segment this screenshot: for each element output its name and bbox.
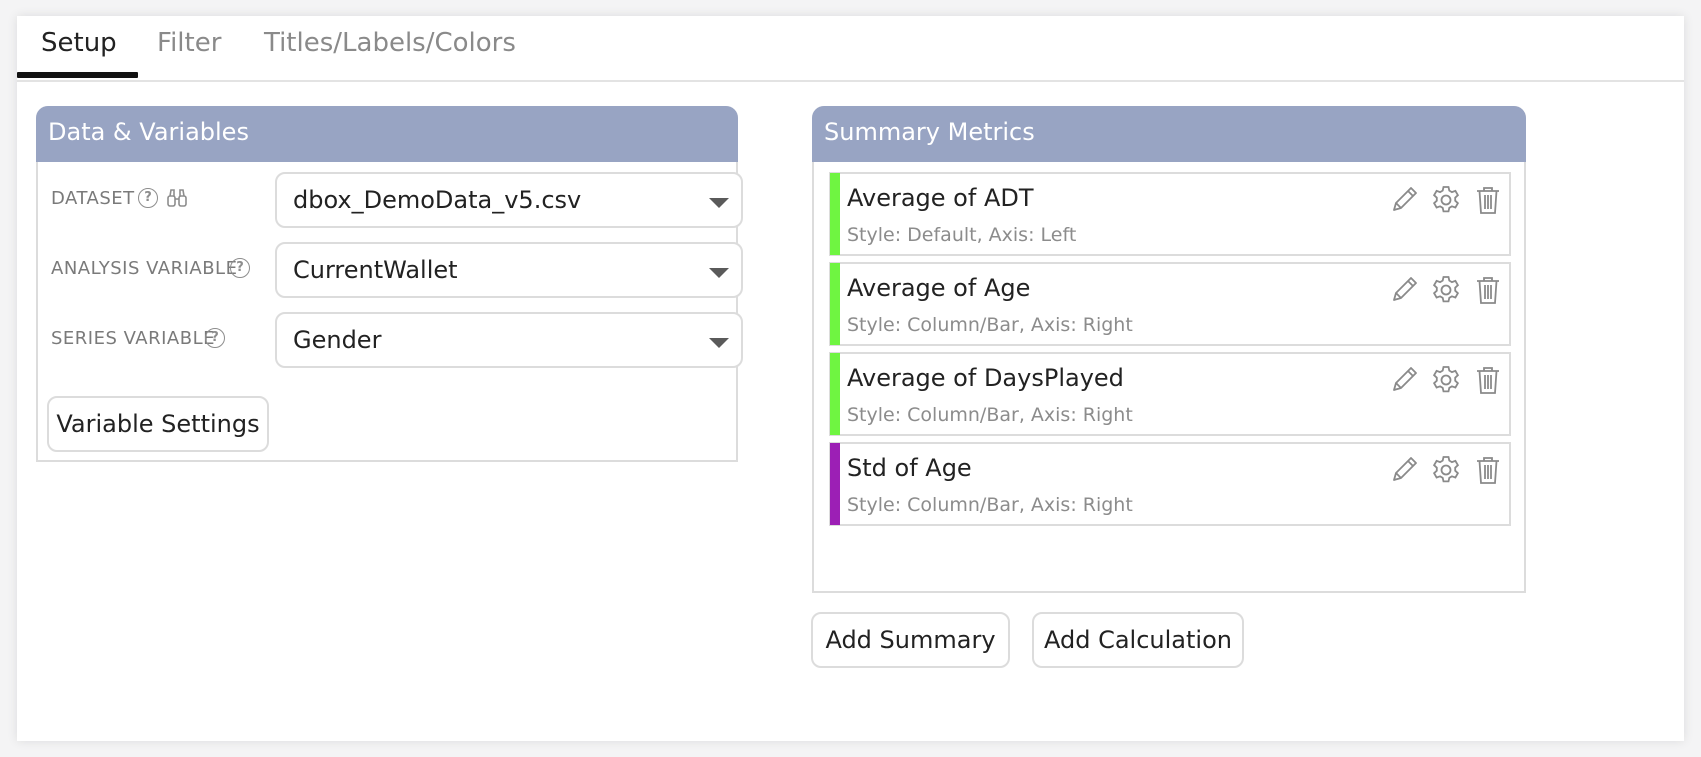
trash-icon[interactable] (1472, 274, 1504, 306)
metric-subtitle: Style: Column/Bar, Axis: Right (847, 404, 1133, 426)
pencil-icon[interactable] (1388, 364, 1420, 396)
pencil-icon[interactable] (1388, 184, 1420, 216)
data-variables-panel: Data & Variables DATASET ? dbox_DemoData… (36, 106, 743, 462)
gear-icon[interactable] (1430, 364, 1462, 396)
add-calculation-button[interactable]: Add Calculation (1032, 612, 1244, 668)
metric-item[interactable]: Average of Age Style: Column/Bar, Axis: … (829, 262, 1511, 346)
metric-item[interactable]: Std of Age Style: Column/Bar, Axis: Righ… (829, 442, 1511, 526)
metric-subtitle: Style: Default, Axis: Left (847, 224, 1077, 246)
metric-title: Average of ADT (847, 184, 1034, 212)
trash-icon[interactable] (1472, 184, 1504, 216)
chevron-down-icon (709, 338, 729, 348)
analysis-variable-value: CurrentWallet (293, 256, 458, 284)
summary-metrics-header: Summary Metrics (812, 106, 1526, 162)
metric-subtitle: Style: Column/Bar, Axis: Right (847, 494, 1133, 516)
metric-color-bar (830, 353, 840, 435)
gear-icon[interactable] (1430, 274, 1462, 306)
metric-item[interactable]: Average of DaysPlayed Style: Column/Bar,… (829, 352, 1511, 436)
tab-bar: Setup Filter Titles/Labels/Colors (17, 16, 1684, 82)
trash-icon[interactable] (1472, 364, 1504, 396)
binoculars-icon[interactable] (166, 188, 188, 208)
trash-icon[interactable] (1472, 454, 1504, 486)
analysis-variable-select[interactable]: CurrentWallet (275, 242, 743, 298)
chevron-down-icon (709, 268, 729, 278)
chart-setup-card: Setup Filter Titles/Labels/Colors Data &… (17, 16, 1684, 741)
analysis-variable-label: ANALYSIS VARIABLE (51, 258, 238, 279)
dataset-select[interactable]: dbox_DemoData_v5.csv (275, 172, 743, 228)
gear-icon[interactable] (1430, 184, 1462, 216)
tab-filter[interactable]: Filter (157, 28, 222, 58)
add-summary-button[interactable]: Add Summary (811, 612, 1010, 668)
series-variable-select[interactable]: Gender (275, 312, 743, 368)
pencil-icon[interactable] (1388, 454, 1420, 486)
series-variable-help-icon[interactable]: ? (205, 328, 225, 348)
data-variables-header: Data & Variables (36, 106, 738, 162)
variable-settings-button[interactable]: Variable Settings (47, 396, 269, 452)
analysis-variable-help-icon[interactable]: ? (230, 258, 250, 278)
tab-titles-labels-colors[interactable]: Titles/Labels/Colors (264, 28, 516, 58)
metric-color-bar (830, 173, 840, 255)
summary-metrics-panel: Summary Metrics Average of ADT Style: De… (812, 106, 1526, 593)
metric-color-bar (830, 263, 840, 345)
metric-color-bar (830, 443, 840, 525)
metric-item[interactable]: Average of ADT Style: Default, Axis: Lef… (829, 172, 1511, 256)
chevron-down-icon (709, 198, 729, 208)
dataset-value: dbox_DemoData_v5.csv (293, 186, 582, 214)
metric-subtitle: Style: Column/Bar, Axis: Right (847, 314, 1133, 336)
active-tab-indicator (17, 72, 138, 78)
dataset-help-icon[interactable]: ? (138, 188, 158, 208)
dataset-label: DATASET (51, 188, 135, 209)
tab-setup[interactable]: Setup (41, 28, 117, 58)
gear-icon[interactable] (1430, 454, 1462, 486)
metric-title: Average of Age (847, 274, 1031, 302)
series-variable-value: Gender (293, 326, 382, 354)
metric-title: Average of DaysPlayed (847, 364, 1124, 392)
pencil-icon[interactable] (1388, 274, 1420, 306)
metric-title: Std of Age (847, 454, 972, 482)
series-variable-label: SERIES VARIABLE (51, 328, 215, 349)
